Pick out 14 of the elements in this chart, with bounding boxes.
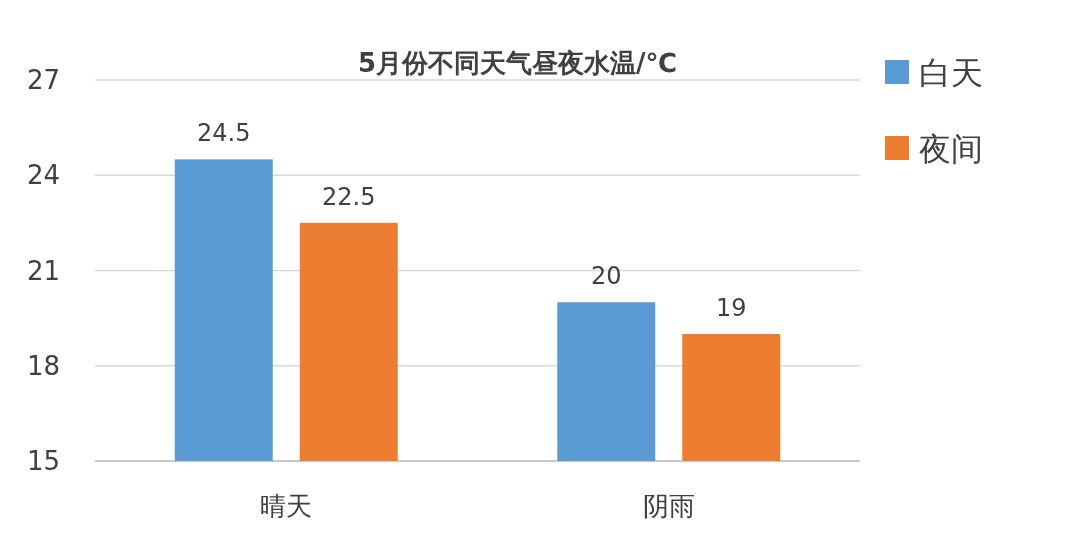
legend-label: 白天 <box>919 54 983 92</box>
data-label: 22.5 <box>322 182 376 211</box>
chart-title: 5月份不同天气昼夜水温/℃ <box>357 48 678 78</box>
y-tick-label: 27 <box>26 65 60 95</box>
data-label: 24.5 <box>197 119 251 148</box>
legend-label: 夜间 <box>919 130 983 168</box>
y-tick-label: 15 <box>26 446 60 476</box>
x-tick-label: 阴雨 <box>642 491 695 521</box>
y-tick-label: 21 <box>26 255 60 286</box>
data-label: 20 <box>590 262 622 291</box>
x-tick-label: 晴天 <box>260 491 313 521</box>
y-tick-label: 24 <box>26 160 60 191</box>
data-label: 19 <box>715 294 747 322</box>
y-tick-label: 18 <box>26 350 60 381</box>
